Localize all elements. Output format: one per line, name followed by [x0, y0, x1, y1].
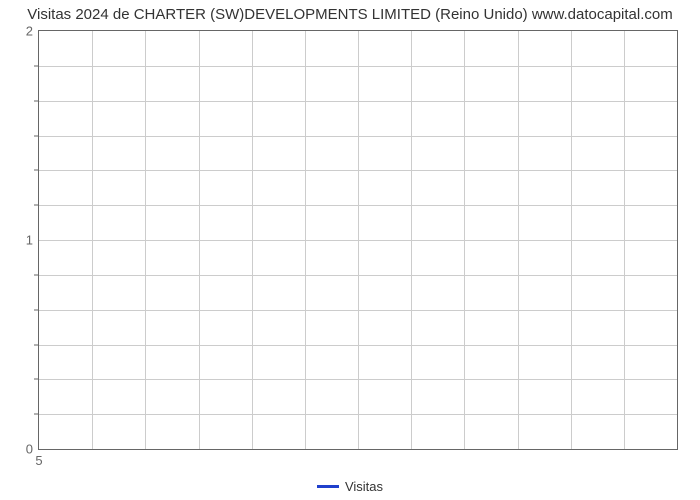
legend: Visitas — [0, 478, 700, 494]
gridline-horizontal — [39, 136, 677, 137]
plot-area: 0125 — [38, 30, 678, 450]
gridline-horizontal — [39, 345, 677, 346]
y-minor-tick — [34, 379, 39, 380]
y-minor-tick — [34, 65, 39, 66]
legend-label: Visitas — [345, 479, 383, 494]
gridline-horizontal — [39, 275, 677, 276]
y-minor-tick — [34, 274, 39, 275]
gridline-horizontal — [39, 66, 677, 67]
gridline-horizontal — [39, 379, 677, 380]
y-minor-tick — [34, 170, 39, 171]
chart-title: Visitas 2024 de CHARTER (SW)DEVELOPMENTS… — [0, 6, 700, 23]
y-minor-tick — [34, 309, 39, 310]
y-tick-label: 1 — [26, 233, 39, 248]
y-minor-tick — [34, 344, 39, 345]
gridline-horizontal — [39, 170, 677, 171]
legend-swatch — [317, 485, 339, 488]
y-minor-tick — [34, 100, 39, 101]
y-minor-tick — [34, 205, 39, 206]
gridline-horizontal — [39, 101, 677, 102]
gridline-horizontal — [39, 414, 677, 415]
gridline-horizontal — [39, 310, 677, 311]
y-tick-label: 2 — [26, 24, 39, 39]
x-tick-label: 5 — [35, 449, 42, 468]
gridline-horizontal — [39, 240, 677, 241]
y-minor-tick — [34, 414, 39, 415]
gridline-horizontal — [39, 205, 677, 206]
y-minor-tick — [34, 135, 39, 136]
